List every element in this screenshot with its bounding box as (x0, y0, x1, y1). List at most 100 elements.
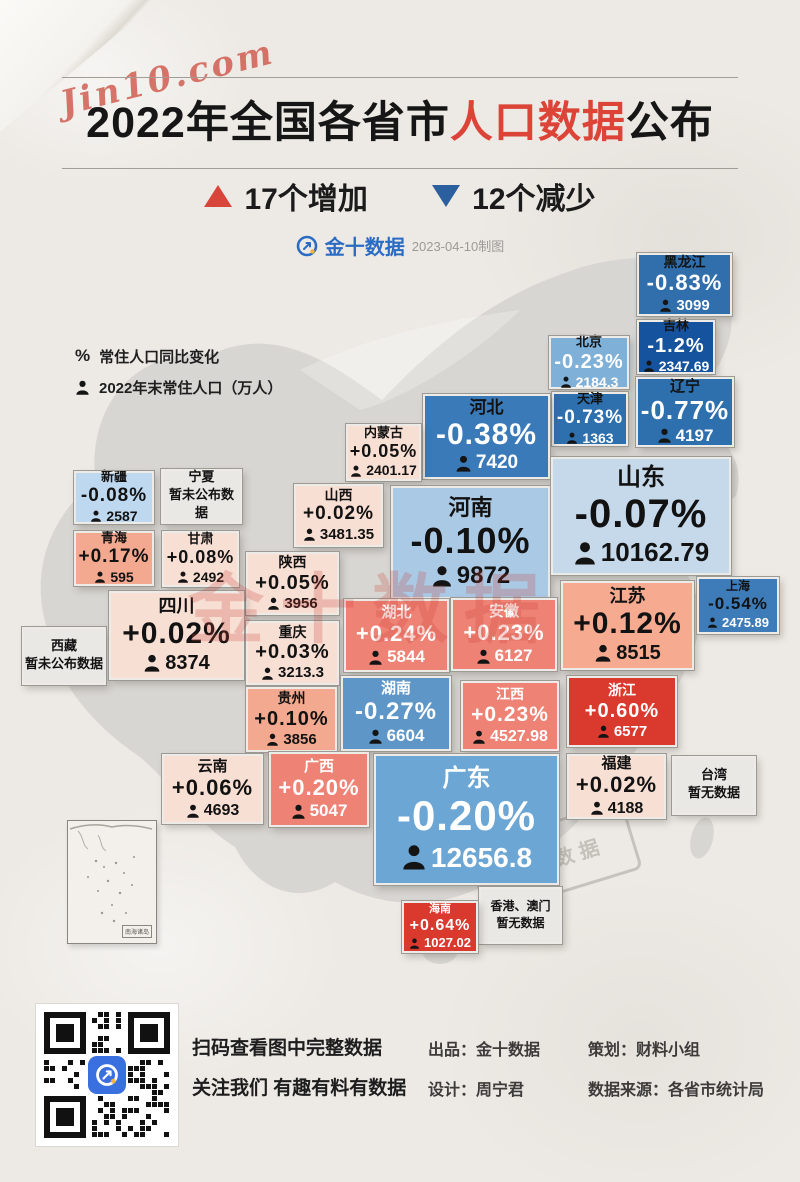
province-name: 江西 (496, 685, 524, 702)
population-value: 595 (110, 569, 134, 586)
population-value-row: 12656.8 (401, 841, 532, 875)
province-name: 台湾 (700, 767, 727, 783)
province-card-sichuan: 四川 +0.02% 8374 (108, 590, 245, 681)
population-value: 2492 (192, 568, 225, 585)
population-change-pct: +0.10% (254, 707, 329, 730)
person-icon (567, 432, 578, 444)
population-value-row: 2492 (177, 569, 224, 586)
population-change-pct: -0.10% (410, 519, 531, 561)
person-icon (369, 650, 382, 665)
province-card-shanxi: 山西 +0.02% 3481.35 (293, 483, 384, 548)
person-icon (95, 572, 106, 584)
brand-date: 2023-04-10制图 (411, 239, 505, 254)
population-value: 1363 (582, 429, 614, 446)
population-change-pct: -0.83% (646, 270, 723, 296)
population-value-row: 4188 (590, 799, 643, 818)
province-card-yunnan: 云南 +0.06% 4693 (161, 753, 264, 825)
up-triangle-icon (204, 185, 233, 207)
increase-label: 17个增加 (244, 183, 368, 216)
province-name: 黑龙江 (663, 254, 706, 271)
title-highlight: 人口数据 (449, 99, 626, 147)
no-data-note: 暂未公布数据 (168, 487, 234, 521)
population-value: 8515 (616, 642, 661, 665)
credit-designer: 设计：周宁君 (428, 1082, 525, 1099)
province-card-hebei: 河北 -0.38% 7420 (422, 393, 551, 480)
person-icon (91, 511, 102, 523)
population-value: 2184.3 (575, 373, 619, 390)
province-name: 宁夏 (188, 469, 215, 485)
population-change-pct: +0.17% (78, 546, 150, 568)
pct-key-row: % 常住人口同比变化 (75, 344, 282, 368)
population-change-pct: -0.27% (354, 697, 438, 725)
population-value: 1027.02 (424, 935, 471, 951)
percent-symbol: % (75, 346, 91, 365)
page-title: 2022年全国各省市人口数据公布 (0, 88, 800, 150)
population-change-pct: +0.02% (122, 617, 231, 651)
population-value: 5844 (387, 647, 425, 667)
province-name: 云南 (197, 757, 228, 775)
person-icon (304, 529, 315, 542)
population-value-row: 1027.02 (409, 935, 471, 951)
province-name: 青海 (100, 530, 127, 546)
population-change-pct: -0.07% (574, 492, 708, 537)
population-value-row: 6577 (597, 723, 647, 741)
province-card-hubei: 湖北 +0.24% 5844 (343, 598, 450, 673)
no-data-note: 暂无数据 (496, 915, 545, 930)
population-change-pct: -0.08% (80, 485, 148, 507)
province-card-anhui: 安徽 +0.23% 6127 (450, 597, 558, 672)
province-card-henan: 河南 -0.10% 9872 (390, 485, 551, 600)
population-value-row: 6127 (476, 646, 532, 666)
population-value-row: 3856 (266, 731, 317, 749)
population-value-row: 4693 (186, 801, 240, 820)
population-value: 8374 (165, 652, 210, 675)
inset-map-drawing (69, 824, 153, 923)
province-name: 湖北 (381, 603, 412, 621)
person-icon (657, 429, 671, 444)
person-icon (476, 649, 490, 664)
person-icon (262, 667, 273, 680)
province-name: 山西 (324, 487, 353, 503)
province-card-guizhou: 贵州 +0.10% 3856 (245, 686, 338, 753)
population-value-row: 6604 (368, 726, 424, 746)
province-name: 内蒙古 (363, 424, 403, 440)
population-value: 4693 (203, 802, 240, 820)
person-icon (267, 733, 279, 746)
credit-planner: 策划：财料小组 (588, 1042, 701, 1059)
population-change-pct: +0.24% (355, 620, 438, 646)
province-name: 安徽 (488, 602, 519, 620)
south-china-sea-inset-map: 南海诸岛 (67, 820, 157, 944)
population-value-row: 1363 (566, 429, 614, 447)
person-icon (351, 465, 362, 477)
population-value-row: 3099 (659, 297, 710, 315)
population-change-pct: -0.20% (396, 792, 537, 840)
population-value-row: 3481.35 (303, 526, 374, 544)
population-value-row: 2475.89 (707, 615, 769, 631)
person-icon (186, 804, 199, 818)
province-card-shaanxi: 陕西 +0.05% 3956 (245, 551, 340, 616)
population-change-pct: +0.03% (255, 641, 330, 664)
population-change-pct: +0.23% (471, 702, 549, 726)
province-name: 重庆 (278, 623, 307, 640)
population-change-pct: -0.23% (554, 350, 624, 373)
province-card-fujian: 福建 +0.02% 4188 (566, 753, 667, 820)
increase-decrease-legend: 17个增加 12个减少 (0, 174, 800, 218)
decrease-group: 12个减少 (432, 174, 596, 218)
credit-producer: 出品：金十数据 (428, 1042, 541, 1059)
qr-code (35, 1003, 179, 1147)
population-change-pct: -0.73% (556, 406, 624, 428)
population-value-row: 2347.69 (643, 358, 709, 375)
decrease-label: 12个减少 (472, 183, 596, 216)
province-card-guangdong: 广东 -0.20% 12656.8 (373, 753, 560, 886)
population-change-pct: -0.54% (708, 594, 768, 614)
pct-key-label: 常住人口同比变化 (99, 348, 220, 366)
province-card-xinjiang: 新疆 -0.08% 2587 (73, 469, 155, 525)
population-value: 7420 (475, 452, 519, 474)
person-icon (598, 725, 609, 738)
person-icon (590, 801, 603, 815)
population-change-pct: -0.77% (640, 395, 730, 426)
population-change-pct: +0.20% (278, 774, 360, 800)
population-change-pct: +0.64% (409, 916, 471, 934)
province-card-gansu: 甘肃 +0.08% 2492 (161, 530, 240, 588)
population-value-row: 4527.98 (472, 727, 548, 746)
